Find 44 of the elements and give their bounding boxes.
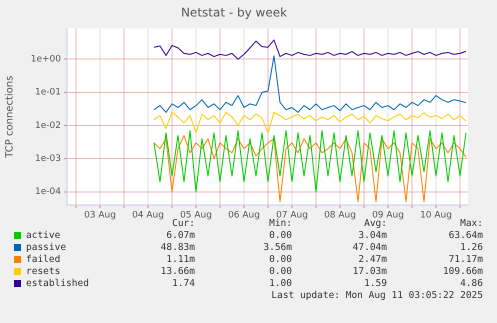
text: Avg: <box>364 218 387 229</box>
text: 13.66m <box>160 266 195 277</box>
x-tick-label: 09 Aug <box>372 210 404 221</box>
text: 3.56m <box>263 242 292 253</box>
text: 1.74 <box>172 278 195 289</box>
text: 0.00 <box>269 230 292 241</box>
text: 17.03m <box>352 266 387 277</box>
y-axis-title: TCP connections <box>4 76 16 159</box>
legend-label: failed <box>26 254 60 265</box>
text: 1.26 <box>460 242 483 253</box>
text: Cur: <box>172 218 195 229</box>
y-tick-label: 1e-02 <box>35 120 61 131</box>
text: 48.83m <box>160 242 195 253</box>
text: 109.66m <box>442 266 483 277</box>
text: 71.17m <box>448 254 483 265</box>
text: 47.04m <box>352 242 387 253</box>
y-tick-label: 1e-04 <box>35 187 62 198</box>
x-tick-label: 10 Aug <box>420 210 452 221</box>
text: 0.00 <box>269 266 292 277</box>
text: Min: <box>269 218 292 229</box>
chart-title: Netstat - by week <box>180 5 288 20</box>
text: 4.86 <box>460 278 483 289</box>
y-tick-label: 1e-01 <box>35 88 61 98</box>
text: 6.07m <box>166 230 195 241</box>
x-tick-label: 04 Aug <box>132 210 164 221</box>
y-tick-label: 1e-03 <box>35 154 61 164</box>
x-tick-label: 05 Aug <box>180 210 212 221</box>
legend-label: passive <box>26 242 66 253</box>
text: Max: <box>460 218 483 229</box>
text: 1.11m <box>166 254 195 265</box>
text: 1.59 <box>364 278 387 289</box>
text: 2.47m <box>358 254 387 265</box>
text: 0.00 <box>269 254 292 265</box>
legend-label: established <box>26 278 89 289</box>
text: 3.04m <box>358 230 387 241</box>
legend-label: resets <box>26 266 60 277</box>
y-tick-label: 1e+00 <box>30 54 62 65</box>
text: 63.64m <box>448 230 483 241</box>
x-tick-label: 08 Aug <box>324 210 356 221</box>
legend-label: active <box>26 230 60 241</box>
x-tick-label: 06 Aug <box>228 210 260 221</box>
text: Last update: Mon Aug 11 03:05:22 2025 <box>271 290 483 301</box>
x-tick-label: 03 Aug <box>84 210 116 221</box>
text: 1.00 <box>269 278 292 289</box>
